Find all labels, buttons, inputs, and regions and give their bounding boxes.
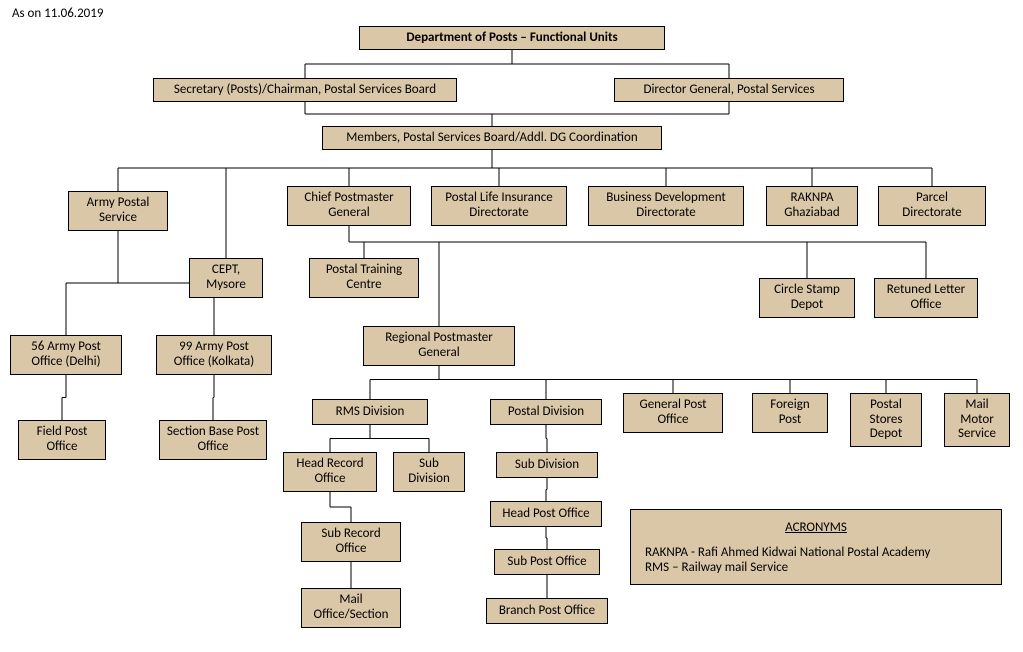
org-node-cept: CEPT, Mysore: [189, 258, 263, 298]
org-node-secy: Secretary (Posts)/Chairman, Postal Servi…: [153, 78, 457, 102]
org-node-dg: Director General, Postal Services: [614, 78, 844, 102]
org-node-subdiv1: Sub Division: [393, 452, 465, 492]
date-label: As on 11.06.2019: [12, 6, 103, 21]
org-node-fpo: Field Post Office: [18, 420, 106, 460]
org-node-psd: Postal Stores Depot: [850, 393, 922, 447]
org-node-subdiv2: Sub Division: [496, 452, 598, 478]
org-node-ptc: Postal Training Centre: [309, 258, 419, 298]
org-node-sbpo: Section Base Post Office: [159, 420, 267, 460]
org-node-bdd: Business Development Directorate: [588, 186, 744, 226]
org-node-rmsdiv: RMS Division: [312, 399, 428, 425]
org-node-bpo: Branch Post Office: [486, 598, 608, 624]
org-node-rpmg: Regional Postmaster General: [363, 326, 515, 366]
acronym-line: RAKNPA - Rafi Ahmed Kidwai National Post…: [645, 545, 987, 560]
org-node-mms: Mail Motor Service: [944, 393, 1010, 447]
org-node-spo: Sub Post Office: [494, 549, 600, 575]
org-node-pli: Postal Life Insurance Directorate: [431, 186, 567, 226]
org-node-mos: Mail Office/Section: [301, 588, 401, 628]
acronym-line: RMS – Railway mail Service: [645, 560, 987, 575]
org-node-sro: Sub Record Office: [301, 522, 401, 562]
org-node-pdiv: Postal Division: [490, 399, 602, 425]
org-node-raknpa: RAKNPA Ghaziabad: [766, 186, 858, 226]
org-node-csd: Circle Stamp Depot: [759, 278, 855, 318]
org-node-parcel: Parcel Directorate: [878, 186, 986, 226]
org-node-hpo: Head Post Office: [490, 501, 602, 527]
org-node-gpo: General Post Office: [623, 393, 723, 433]
org-node-apo56: 56 Army Post Office (Delhi): [10, 335, 122, 375]
org-node-aps: Army Postal Service: [68, 191, 168, 231]
acronyms-box: ACRONYMS RAKNPA - Rafi Ahmed Kidwai Nati…: [630, 509, 1002, 585]
org-node-cpmg: Chief Postmaster General: [287, 186, 411, 226]
org-node-root: Department of Posts – Functional Units: [359, 26, 665, 50]
org-node-apo99: 99 Army Post Office (Kolkata): [156, 335, 272, 375]
org-node-fp: Foreign Post: [752, 393, 828, 433]
org-node-rlo: Retuned Letter Office: [874, 278, 978, 318]
org-node-members: Members, Postal Services Board/Addl. DG …: [322, 126, 662, 150]
acronyms-title: ACRONYMS: [645, 520, 987, 535]
org-node-hro: Head Record Office: [283, 452, 377, 492]
